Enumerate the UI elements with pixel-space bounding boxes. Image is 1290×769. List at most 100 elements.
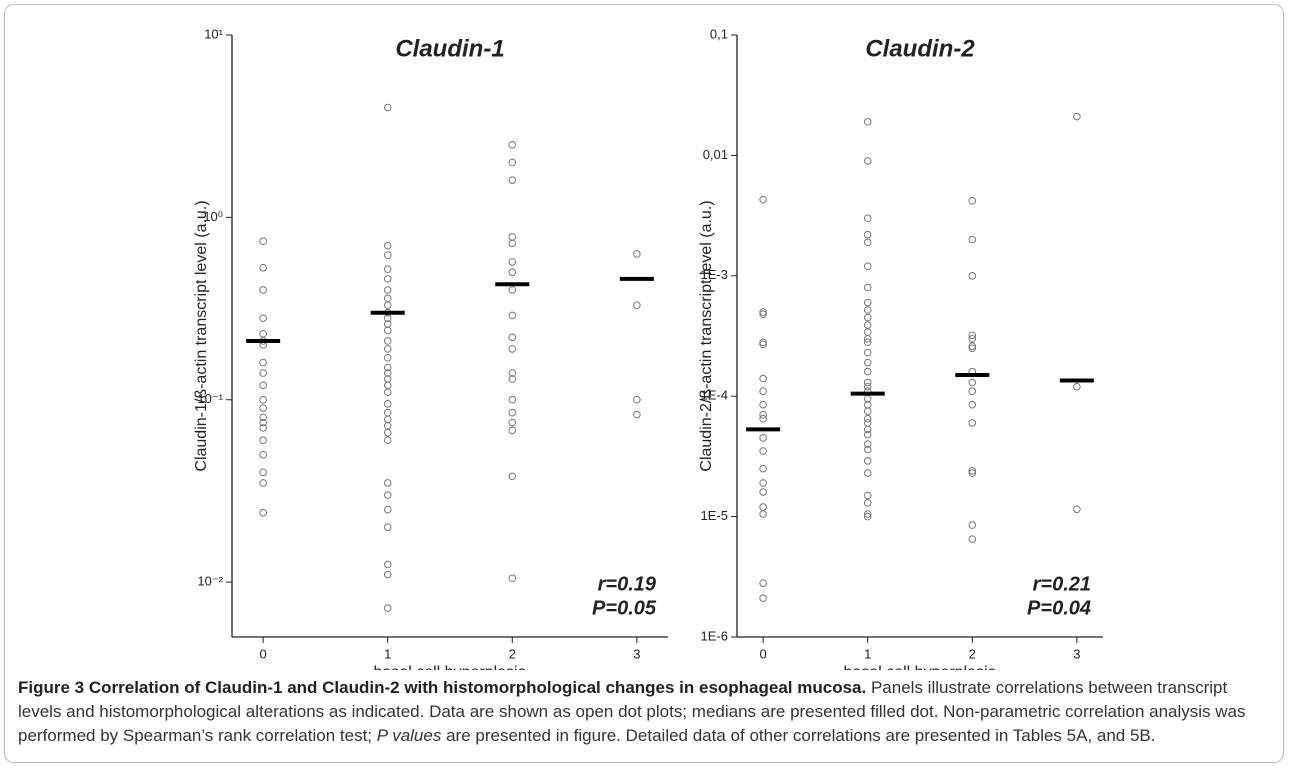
data-point [259, 369, 267, 377]
data-point [863, 238, 872, 247]
data-point [863, 382, 872, 391]
data-point [383, 337, 392, 345]
y-tick-label: 10⁰ [203, 209, 223, 224]
data-point [259, 263, 267, 272]
data-point [863, 348, 872, 357]
data-point [383, 479, 392, 487]
data-point [863, 469, 872, 477]
data-point [383, 286, 392, 294]
data-point [508, 176, 517, 184]
data-point [383, 428, 392, 437]
data-point [863, 367, 872, 376]
y-tick-label: 10⁻¹ [197, 391, 223, 406]
data-point [383, 326, 392, 335]
data-point [383, 103, 392, 112]
data-point [383, 265, 392, 273]
data-point [863, 491, 872, 500]
x-axis-label: basal cell hyperplasia [374, 664, 527, 670]
data-point [759, 579, 767, 587]
data-point [259, 450, 267, 459]
x-tick-label: 3 [1073, 646, 1080, 661]
data-point [759, 374, 767, 383]
data-point [863, 306, 872, 314]
data-point [759, 434, 767, 442]
data-point [968, 331, 977, 340]
data-point [863, 328, 872, 337]
x-tick-label: 0 [260, 646, 267, 661]
data-point [968, 344, 977, 353]
data-point [759, 464, 767, 473]
data-point [968, 334, 977, 343]
data-point [863, 499, 872, 507]
x-tick-label: 0 [760, 646, 767, 661]
data-point [863, 407, 872, 416]
data-point [508, 311, 517, 320]
data-point [508, 333, 517, 342]
y-axis-label: Claudin-2/ß-actin transcript level (a.u.… [698, 200, 715, 471]
data-point [383, 363, 392, 372]
data-point [968, 535, 977, 543]
data-point [259, 508, 267, 517]
x-axis-label: basal cell hyperplasia [844, 664, 997, 670]
data-point [508, 233, 517, 241]
data-point [259, 413, 267, 422]
data-point [508, 239, 517, 248]
data-point [383, 294, 392, 303]
data-point [508, 268, 517, 277]
data-point [259, 358, 267, 367]
data-point [633, 250, 641, 258]
y-tick-label: 1E-3 [701, 267, 728, 282]
data-point [508, 426, 517, 435]
data-point [863, 321, 872, 329]
data-point [863, 358, 872, 367]
data-point [863, 338, 872, 347]
data-point [863, 118, 872, 126]
y-tick-label: 0,1 [710, 26, 728, 41]
data-point [383, 491, 392, 499]
data-point [383, 314, 392, 322]
data-point [259, 237, 267, 246]
data-point [863, 430, 872, 439]
x-tick-label: 3 [633, 646, 640, 661]
data-point [759, 400, 767, 409]
data-point [259, 329, 267, 338]
data-point [759, 414, 767, 423]
data-point [1073, 505, 1081, 514]
data-point [1073, 112, 1081, 121]
y-tick-label: 1E-6 [701, 628, 728, 643]
data-point [759, 411, 767, 419]
data-point [383, 408, 392, 417]
data-point [968, 400, 977, 409]
data-point [863, 425, 872, 434]
data-point [759, 340, 767, 349]
data-point [508, 158, 517, 167]
data-point [383, 421, 392, 430]
data-point [759, 308, 767, 316]
annotation: r=0.19 [598, 573, 657, 595]
data-point [383, 369, 392, 377]
data-point [259, 381, 267, 390]
caption-text: Panels illustrate correlations between t… [18, 678, 1246, 745]
data-point [259, 479, 267, 487]
data-point [508, 418, 517, 427]
data-point [508, 395, 517, 404]
data-point [259, 436, 267, 444]
data-point [633, 395, 641, 404]
data-point [968, 342, 977, 351]
data-point [863, 214, 872, 223]
data-point [863, 262, 872, 271]
caption-text: are presented in figure. Detailed data o… [446, 726, 1156, 745]
data-point [383, 505, 392, 514]
figure-frame [4, 4, 1284, 763]
data-point [863, 157, 872, 165]
data-point [508, 574, 517, 583]
x-tick-label: 2 [969, 646, 976, 661]
data-point [259, 468, 267, 477]
data-point [968, 235, 977, 244]
data-point [968, 469, 977, 477]
annotation: P=0.05 [592, 597, 657, 619]
data-point [968, 387, 977, 396]
data-point [968, 467, 977, 475]
data-point [759, 594, 767, 603]
chart-title: Claudin-1 [395, 35, 504, 62]
